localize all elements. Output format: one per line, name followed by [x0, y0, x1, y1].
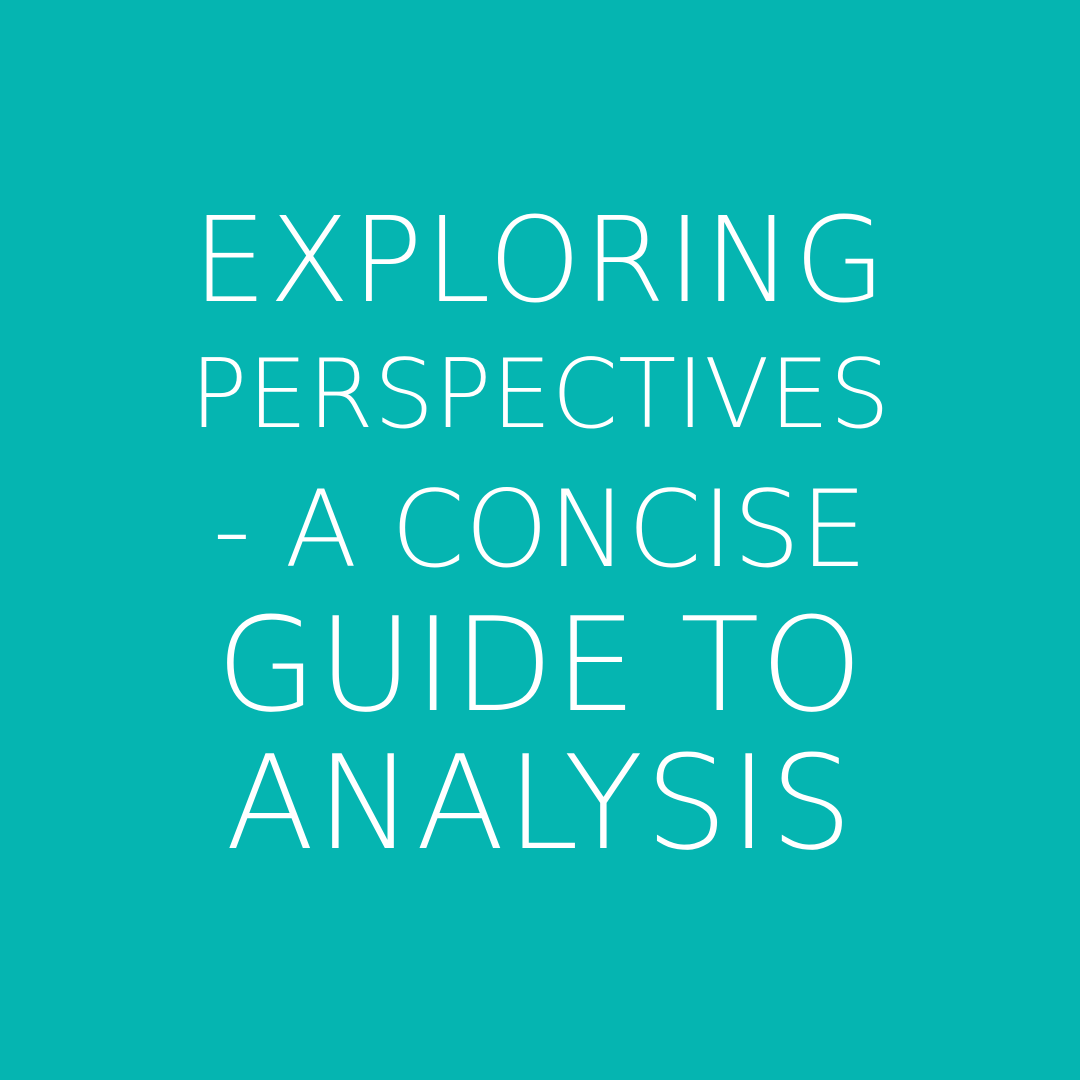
title-line-1: EXPLORING	[192, 191, 888, 329]
title-line-4: GUIDE TO	[216, 589, 864, 741]
title-line-5: ANALYSIS	[225, 727, 855, 879]
title-line-3: - A CONCISE	[212, 468, 868, 591]
title-line-2: PERSPECTIVES	[190, 340, 890, 450]
